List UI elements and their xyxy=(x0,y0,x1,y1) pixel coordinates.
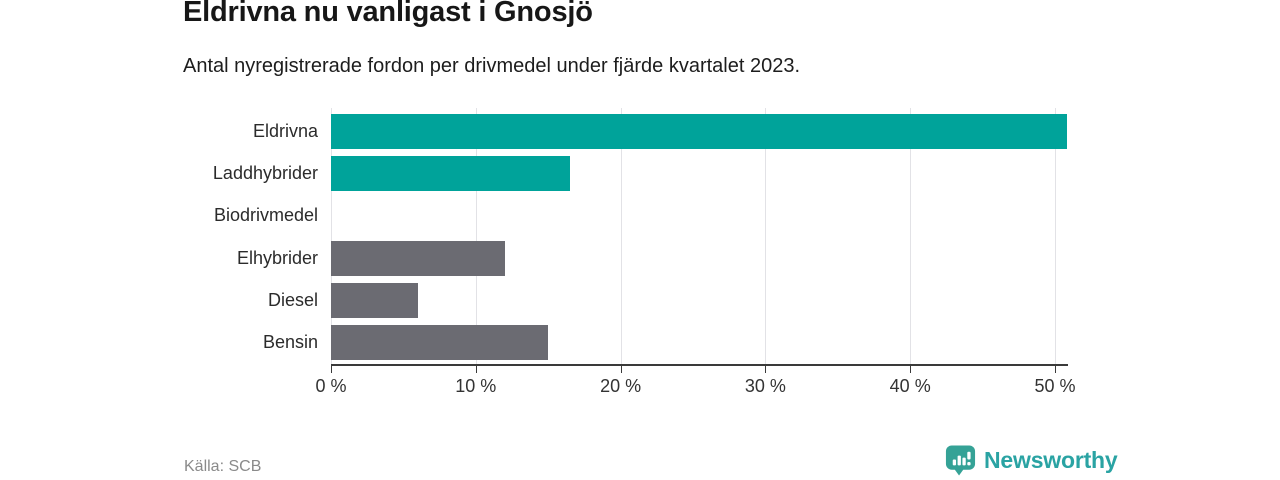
x-axis-tick xyxy=(1055,366,1056,373)
category-label-elhybrider: Elhybrider xyxy=(236,247,318,268)
x-axis-tick xyxy=(910,366,912,373)
bar-chart-plot: 0 % 10 % 20 % 30 % 40 % 50 % xyxy=(315,108,1076,410)
chart-title: Eldrivna nu vanligast i Gnosjö xyxy=(183,0,593,28)
bar-eldrivna xyxy=(331,113,1067,149)
newsworthy-logo: Newsworthy xyxy=(944,444,1118,477)
x-axis-tick-label: 0 % xyxy=(315,376,347,396)
x-axis-tick xyxy=(475,366,477,373)
category-label-diesel: Diesel xyxy=(267,289,318,310)
gridline xyxy=(765,108,767,364)
chart-subtitle: Antal nyregistrerade fordon per drivmede… xyxy=(183,55,801,77)
category-label-laddhybrider: Laddhybrider xyxy=(212,162,318,183)
x-axis-tick xyxy=(620,366,622,373)
gridline xyxy=(910,108,912,364)
bar-laddhybrider xyxy=(331,156,570,191)
x-axis-tick-label: 40 % xyxy=(889,376,931,396)
category-label-eldrivna: Eldrivna xyxy=(252,120,318,141)
x-axis-tick-label: 50 % xyxy=(1034,376,1076,396)
category-labels: Eldrivna Laddhybrider Biodrivmedel Elhybrid… xyxy=(0,110,318,364)
bar-diesel xyxy=(331,283,418,318)
x-axis-tick xyxy=(331,366,332,373)
gridline xyxy=(1055,108,1056,364)
category-label-bensin: Bensin xyxy=(262,332,318,353)
x-axis-tick-label: 10 % xyxy=(455,376,497,396)
gridline xyxy=(620,108,622,364)
newsworthy-wordmark: Newsworthy xyxy=(984,447,1118,473)
x-axis-tick-label: 30 % xyxy=(744,376,786,396)
x-axis-line xyxy=(331,364,1068,366)
x-axis-tick-label: 20 % xyxy=(600,376,642,396)
gridline xyxy=(331,108,332,364)
source-note: Källa: SCB xyxy=(184,458,262,475)
bar-bensin xyxy=(331,325,549,361)
category-label-biodrivmedel: Biodrivmedel xyxy=(213,205,318,226)
x-axis-tick xyxy=(765,366,767,373)
gridline xyxy=(475,108,477,364)
bar-elhybrider xyxy=(331,240,505,276)
newsworthy-icon xyxy=(945,445,976,476)
